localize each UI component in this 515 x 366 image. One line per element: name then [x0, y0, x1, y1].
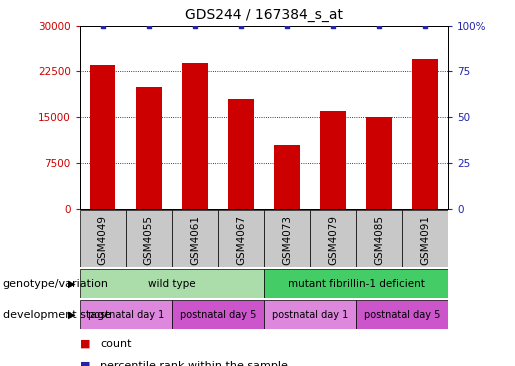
Text: postnatal day 1: postnatal day 1 [272, 310, 348, 320]
Text: GSM4049: GSM4049 [98, 215, 108, 265]
Title: GDS244 / 167384_s_at: GDS244 / 167384_s_at [185, 8, 343, 22]
Bar [228, 99, 253, 209]
Bar [356, 210, 402, 267]
Text: development stage: development stage [3, 310, 111, 320]
Bar [356, 300, 448, 329]
Bar [80, 269, 264, 298]
Text: postnatal day 5: postnatal day 5 [364, 310, 440, 320]
Text: ■: ■ [80, 339, 90, 349]
Text: GSM4067: GSM4067 [236, 215, 246, 265]
Text: postnatal day 1: postnatal day 1 [88, 310, 164, 320]
Bar [310, 210, 356, 267]
Bar [80, 300, 172, 329]
Text: ■: ■ [80, 361, 90, 366]
Text: genotype/variation: genotype/variation [3, 279, 109, 289]
Bar [182, 63, 208, 209]
Text: wild type: wild type [148, 279, 196, 289]
Bar [136, 87, 162, 209]
Point [237, 23, 245, 29]
Bar [172, 300, 264, 329]
Point [375, 23, 383, 29]
Bar [264, 269, 448, 298]
Text: GSM4055: GSM4055 [144, 215, 154, 265]
Point [99, 23, 107, 29]
Text: postnatal day 5: postnatal day 5 [180, 310, 256, 320]
Text: GSM4085: GSM4085 [374, 215, 384, 265]
Text: percentile rank within the sample: percentile rank within the sample [100, 361, 288, 366]
Bar [264, 210, 310, 267]
Text: ▶: ▶ [68, 279, 76, 289]
Bar [264, 300, 356, 329]
Text: GSM4073: GSM4073 [282, 215, 292, 265]
Bar [172, 210, 218, 267]
Point [145, 23, 153, 29]
Point [283, 23, 291, 29]
Point [329, 23, 337, 29]
Bar [90, 65, 115, 209]
Bar [320, 111, 346, 209]
Bar [402, 210, 448, 267]
Text: GSM4061: GSM4061 [190, 215, 200, 265]
Bar [413, 59, 438, 209]
Bar [126, 210, 172, 267]
Point [191, 23, 199, 29]
Bar [80, 210, 126, 267]
Text: GSM4079: GSM4079 [328, 215, 338, 265]
Point [421, 23, 429, 29]
Text: count: count [100, 339, 132, 349]
Text: ▶: ▶ [68, 310, 76, 320]
Bar [274, 145, 300, 209]
Text: GSM4091: GSM4091 [420, 215, 430, 265]
Text: mutant fibrillin-1 deficient: mutant fibrillin-1 deficient [287, 279, 424, 289]
Bar [218, 210, 264, 267]
Bar [366, 117, 392, 209]
